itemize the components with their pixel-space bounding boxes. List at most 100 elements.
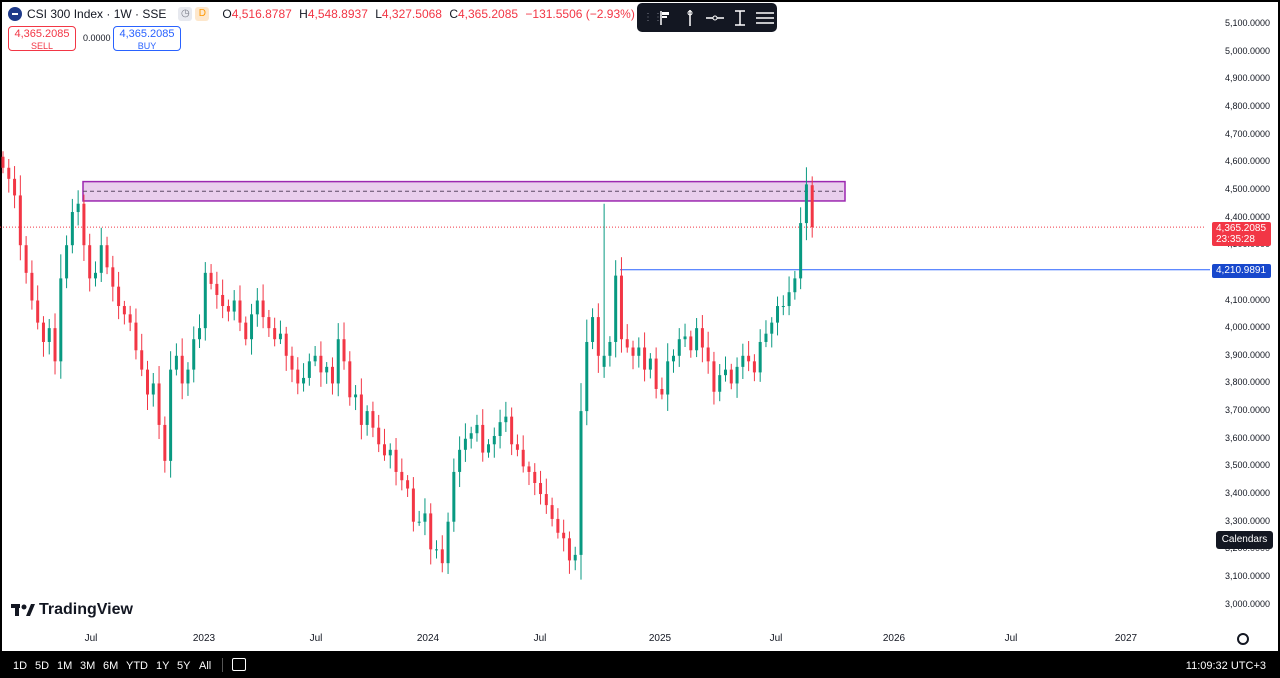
range-1d[interactable]: 1D [13, 660, 28, 672]
candle-body [429, 513, 433, 550]
time-tick-label: Jul [533, 633, 547, 644]
vertical-line-icon[interactable] [678, 6, 701, 30]
price-tick-label: 3,800.0000 [1224, 377, 1270, 388]
buy-button[interactable]: 4,365.2085 BUY [113, 26, 181, 51]
range-6m[interactable]: 6M [103, 660, 119, 672]
time-tick-label: Jul [1004, 633, 1018, 644]
menu-lines-icon[interactable] [754, 6, 777, 30]
candle-body [88, 245, 92, 279]
candle-body [18, 195, 22, 246]
candle-body [13, 178, 17, 196]
candle-body [585, 341, 589, 412]
ohlc-values: O4,516.8787 H4,548.8937 L4,327.5068 C4,3… [222, 7, 635, 21]
drag-handle-icon[interactable]: ⋮⋮ [643, 11, 663, 23]
candle-body [371, 411, 375, 428]
range-5d[interactable]: 5D [35, 660, 50, 672]
candle-body [562, 532, 566, 539]
range-5y[interactable]: 5Y [177, 660, 191, 672]
price-tick-label: 5,100.0000 [1224, 18, 1270, 28]
price-chart[interactable] [0, 0, 1280, 651]
time-tick-label: 2023 [192, 633, 216, 644]
candle-body [382, 444, 386, 456]
candle-body [342, 339, 346, 362]
candle-body [221, 294, 225, 307]
market-status-icon[interactable]: ◷ [178, 7, 193, 21]
candle-body [556, 518, 560, 533]
flag-icon[interactable] [653, 6, 676, 30]
tradingview-logo[interactable]: TradingView [11, 601, 133, 619]
candle-body [544, 494, 548, 506]
candle-body [695, 328, 699, 351]
horizontal-line-icon[interactable] [703, 6, 726, 30]
range-all[interactable]: All [199, 660, 212, 672]
candle-body [793, 278, 797, 293]
candle-body [348, 361, 352, 398]
price-tick-label: 3,900.0000 [1224, 349, 1270, 360]
date-range-icon[interactable] [232, 658, 246, 671]
symbol-logo-icon [8, 7, 22, 21]
candle-body [192, 339, 196, 370]
candle-body [53, 328, 57, 362]
candle-body [406, 480, 410, 489]
delayed-data-badge[interactable]: D [195, 7, 210, 21]
candle-body [307, 361, 311, 378]
range-3m[interactable]: 3M [80, 660, 96, 672]
candle-body [59, 278, 63, 362]
candle-body [671, 355, 675, 362]
clock[interactable]: 11:09:32 UTC+3 [1185, 660, 1266, 672]
text-cursor-icon[interactable] [729, 6, 752, 30]
price-tick-label: 4,900.0000 [1224, 73, 1270, 84]
candle-body [417, 521, 421, 523]
candle-body [105, 245, 109, 268]
toolbar-divider [222, 658, 223, 672]
candle-body [354, 394, 358, 398]
price-tick-label: 3,000.0000 [1224, 598, 1270, 609]
sell-button[interactable]: 4,365.2085 SELL [8, 26, 76, 51]
candle-body [804, 184, 808, 224]
price-tick-label: 4,000.0000 [1224, 322, 1270, 333]
candle-body [631, 347, 635, 356]
candle-body [776, 306, 780, 323]
window-frame-left [0, 0, 2, 651]
candle-body [452, 471, 456, 522]
bar-countdown: 23:35:28 [1216, 234, 1255, 245]
time-tick-label: 2024 [416, 633, 440, 644]
candle-body [359, 394, 363, 425]
candle-body [724, 369, 727, 376]
price-tick-label: 4,400.0000 [1224, 211, 1270, 222]
candle-body [238, 300, 242, 323]
candle-body [278, 333, 282, 340]
gear-icon[interactable] [1237, 633, 1249, 645]
window-frame-right [1278, 0, 1280, 651]
candle-body [666, 361, 670, 395]
bottom-toolbar: 1D 5D 1M 3M 6M YTD 1Y 5Y All 11:09:32 UT… [0, 651, 1280, 678]
range-1m[interactable]: 1M [57, 660, 73, 672]
candle-body [128, 314, 132, 323]
candle-body [365, 411, 369, 425]
spread-value: 0.0000 [83, 33, 111, 43]
time-tick-label: 2027 [1114, 633, 1138, 644]
price-tick-label: 4,800.0000 [1224, 100, 1270, 111]
calendars-button[interactable]: Calendars [1216, 531, 1273, 549]
range-1y[interactable]: 1Y [156, 660, 170, 672]
window-frame-top [0, 0, 1280, 2]
candle-body [435, 549, 438, 551]
candle-body [122, 306, 126, 315]
range-ytd[interactable]: YTD [126, 660, 148, 672]
high-value: 4,548.8937 [307, 7, 368, 21]
candle-body [573, 554, 577, 561]
buy-price: 4,365.2085 [119, 28, 175, 40]
candle-body [643, 347, 647, 370]
price-tick-label: 5,000.0000 [1224, 45, 1270, 56]
candle-body [65, 245, 69, 279]
candle-body [198, 328, 202, 340]
candle-body [93, 272, 97, 279]
time-tick-label: Jul [84, 633, 98, 644]
candle-body [1, 156, 5, 168]
candle-body [550, 505, 554, 519]
candle-body [747, 355, 751, 362]
symbol-title[interactable]: CSI 300 Index · 1W · SSE [27, 7, 167, 21]
candle-body [76, 203, 80, 213]
candle-body [440, 549, 444, 564]
candle-body [250, 314, 254, 340]
